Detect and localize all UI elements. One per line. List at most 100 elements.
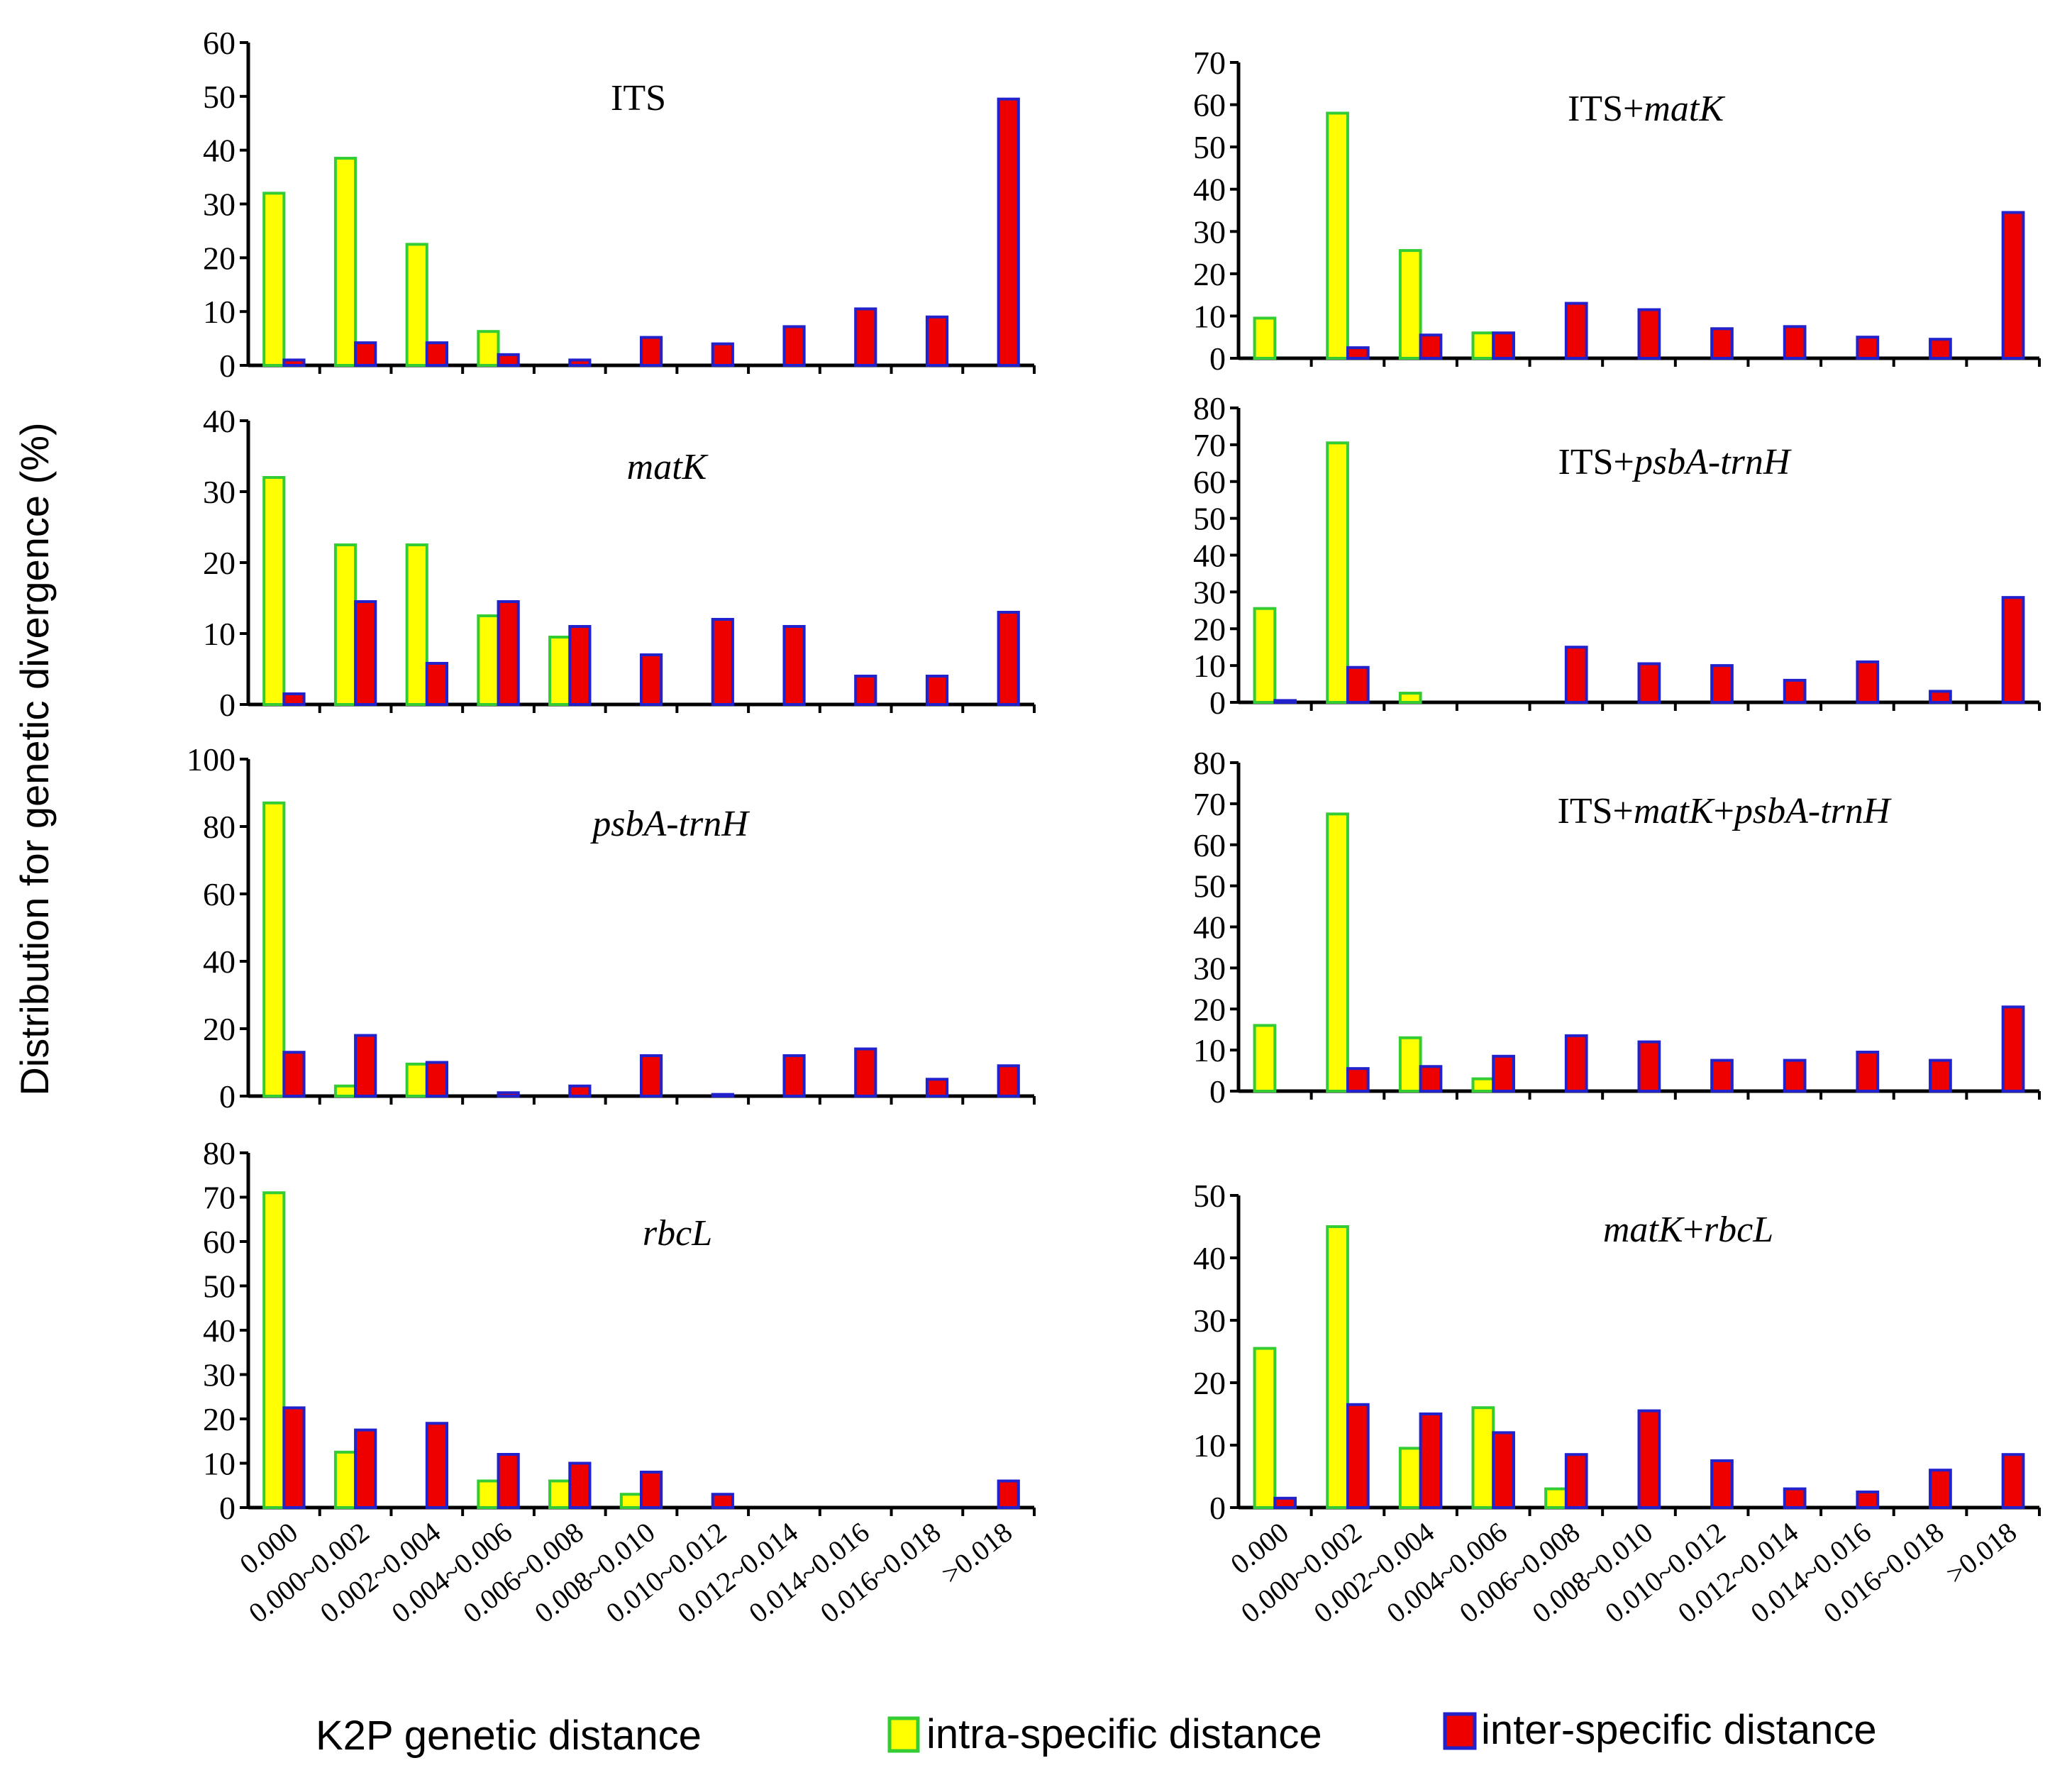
- bar-inter-5: [568, 1461, 592, 1509]
- bar-inter-7: [1710, 1459, 1734, 1509]
- bar-inter-5: [1564, 1034, 1588, 1093]
- bar-inter-8: [782, 1054, 806, 1098]
- bar-intra-1: [262, 1191, 286, 1509]
- panel-title: ITS+matK+psbA-trnH: [1558, 791, 1892, 831]
- bar-inter-8: [1783, 325, 1807, 360]
- y-tick-label: 40: [1193, 1240, 1226, 1276]
- bar-inter-1: [282, 692, 306, 706]
- panel-title-part: matK: [1603, 1210, 1685, 1250]
- bar-inter-6: [640, 1054, 663, 1098]
- bar-inter-4: [497, 1453, 520, 1509]
- bar-inter-1: [1273, 699, 1297, 704]
- bar-intra-4: [1471, 1406, 1495, 1509]
- y-tick-label: 60: [1193, 464, 1226, 500]
- bar-inter-7: [1710, 327, 1734, 360]
- bar-inter-10: [1929, 1469, 1952, 1509]
- y-tick-label: 20: [1193, 991, 1226, 1027]
- bar-inter-5: [1564, 1453, 1588, 1509]
- y-tick-label: 50: [1193, 868, 1226, 905]
- bar-inter-4: [497, 1091, 520, 1098]
- bar-inter-11: [2001, 1005, 2025, 1093]
- y-tick-label: 60: [1193, 827, 1226, 863]
- bar-intra-4: [1471, 331, 1495, 360]
- bar-inter-11: [997, 1064, 1020, 1098]
- chart-panel-7: 01020304050607080rbcL0.0000.000~0.0020.0…: [203, 1135, 1036, 1629]
- panel-title-part: rbcL: [1704, 1210, 1773, 1250]
- y-tick-label: 30: [1193, 214, 1226, 250]
- panel-title: ITS+psbA-trnH: [1558, 442, 1792, 482]
- bar-intra-2: [1326, 441, 1349, 704]
- bar-intra-2: [1326, 812, 1349, 1093]
- legend-swatch-intra: [887, 1716, 920, 1753]
- y-tick-label: 60: [203, 1224, 236, 1260]
- chart-panel-2: 0 10 20 30 40 50 60 70 ITS+matK: [1193, 45, 2041, 377]
- bar-inter-10: [1929, 1058, 1952, 1093]
- y-tick-label: 60: [1193, 87, 1226, 123]
- y-tick-label: 40: [1193, 910, 1226, 946]
- bar-intra-1: [262, 192, 286, 367]
- bar-intra-5: [548, 636, 572, 706]
- y-tick-label: 20: [203, 240, 236, 276]
- y-tick-label: 40: [203, 1312, 236, 1349]
- bar-intra-2: [333, 1084, 358, 1098]
- bar-inter-8: [1783, 678, 1807, 704]
- panel-title-part: ITS+: [1558, 791, 1634, 831]
- bar-inter-11: [997, 97, 1020, 367]
- x-tick-label: >0.018: [1940, 1516, 2022, 1591]
- panel-title: rbcL: [643, 1213, 712, 1254]
- y-tick-label: 30: [203, 474, 236, 510]
- bar-inter-4: [497, 353, 520, 367]
- y-tick-label: 50: [203, 79, 236, 115]
- bar-intra-3: [405, 1062, 428, 1098]
- chart-panel-3: 0 10 20 30 40 matK: [203, 403, 1036, 723]
- panel-title-part: +: [1683, 1210, 1704, 1250]
- bar-inter-6: [1637, 1409, 1661, 1509]
- bar-inter-7: [711, 618, 734, 706]
- y-tick-label: 70: [1193, 786, 1226, 822]
- bar-inter-10: [1929, 338, 1952, 360]
- x-axis-label: K2P genetic distance: [316, 1713, 702, 1759]
- bar-inter-6: [640, 1471, 663, 1509]
- bar-intra-2: [1326, 111, 1349, 360]
- bar-intra-1: [262, 476, 286, 706]
- bar-inter-11: [997, 611, 1020, 706]
- y-tick-label: 0: [219, 348, 236, 384]
- legend-label-intra: intra-specific distance: [926, 1711, 1322, 1757]
- y-tick-label: 20: [203, 1401, 236, 1437]
- y-tick-label: 80: [1193, 390, 1226, 426]
- bar-inter-9: [854, 1047, 877, 1098]
- bar-inter-3: [1419, 333, 1443, 360]
- bar-inter-10: [925, 675, 949, 706]
- bar-inter-3: [1419, 1413, 1443, 1509]
- bar-inter-10: [925, 1078, 949, 1098]
- y-tick-label: 50: [1193, 501, 1226, 537]
- chart-panel-8: 01020304050matK+rbcL0.0000.000~0.0020.00…: [1193, 1178, 2041, 1629]
- bar-intra-1: [1253, 316, 1277, 360]
- y-tick-label: 70: [203, 1180, 236, 1216]
- y-tick-label: 30: [203, 187, 236, 223]
- y-tick-label: 30: [1193, 574, 1226, 610]
- y-tick-label: 80: [1193, 745, 1226, 781]
- bar-inter-7: [711, 1093, 734, 1098]
- bar-inter-7: [1710, 1058, 1734, 1093]
- bar-inter-2: [1346, 1067, 1370, 1093]
- bar-intra-4: [477, 614, 500, 706]
- y-tick-label: 10: [1193, 298, 1226, 334]
- y-tick-label: 50: [203, 1268, 236, 1305]
- chart-panel-6: 0 10 20 30 40 50 60 70 80 ITS+matK+psbA-trnH: [1193, 745, 2041, 1110]
- bar-inter-3: [425, 662, 449, 706]
- bar-inter-5: [1564, 302, 1588, 360]
- bar-inter-9: [854, 675, 877, 706]
- bar-inter-11: [2001, 1453, 2025, 1509]
- bar-inter-2: [354, 1034, 377, 1098]
- bar-intra-3: [1398, 692, 1422, 704]
- bar-inter-1: [282, 1051, 306, 1098]
- panel-title-part: psbA-trnH: [1732, 791, 1892, 831]
- y-tick-label: 0: [1209, 1073, 1226, 1110]
- bar-inter-10: [1929, 690, 1952, 704]
- bar-inter-8: [1783, 1058, 1807, 1093]
- y-tick-label: 50: [1193, 1178, 1226, 1214]
- bar-intra-6: [619, 1493, 643, 1509]
- panel-title: ITS+matK: [1568, 89, 1725, 129]
